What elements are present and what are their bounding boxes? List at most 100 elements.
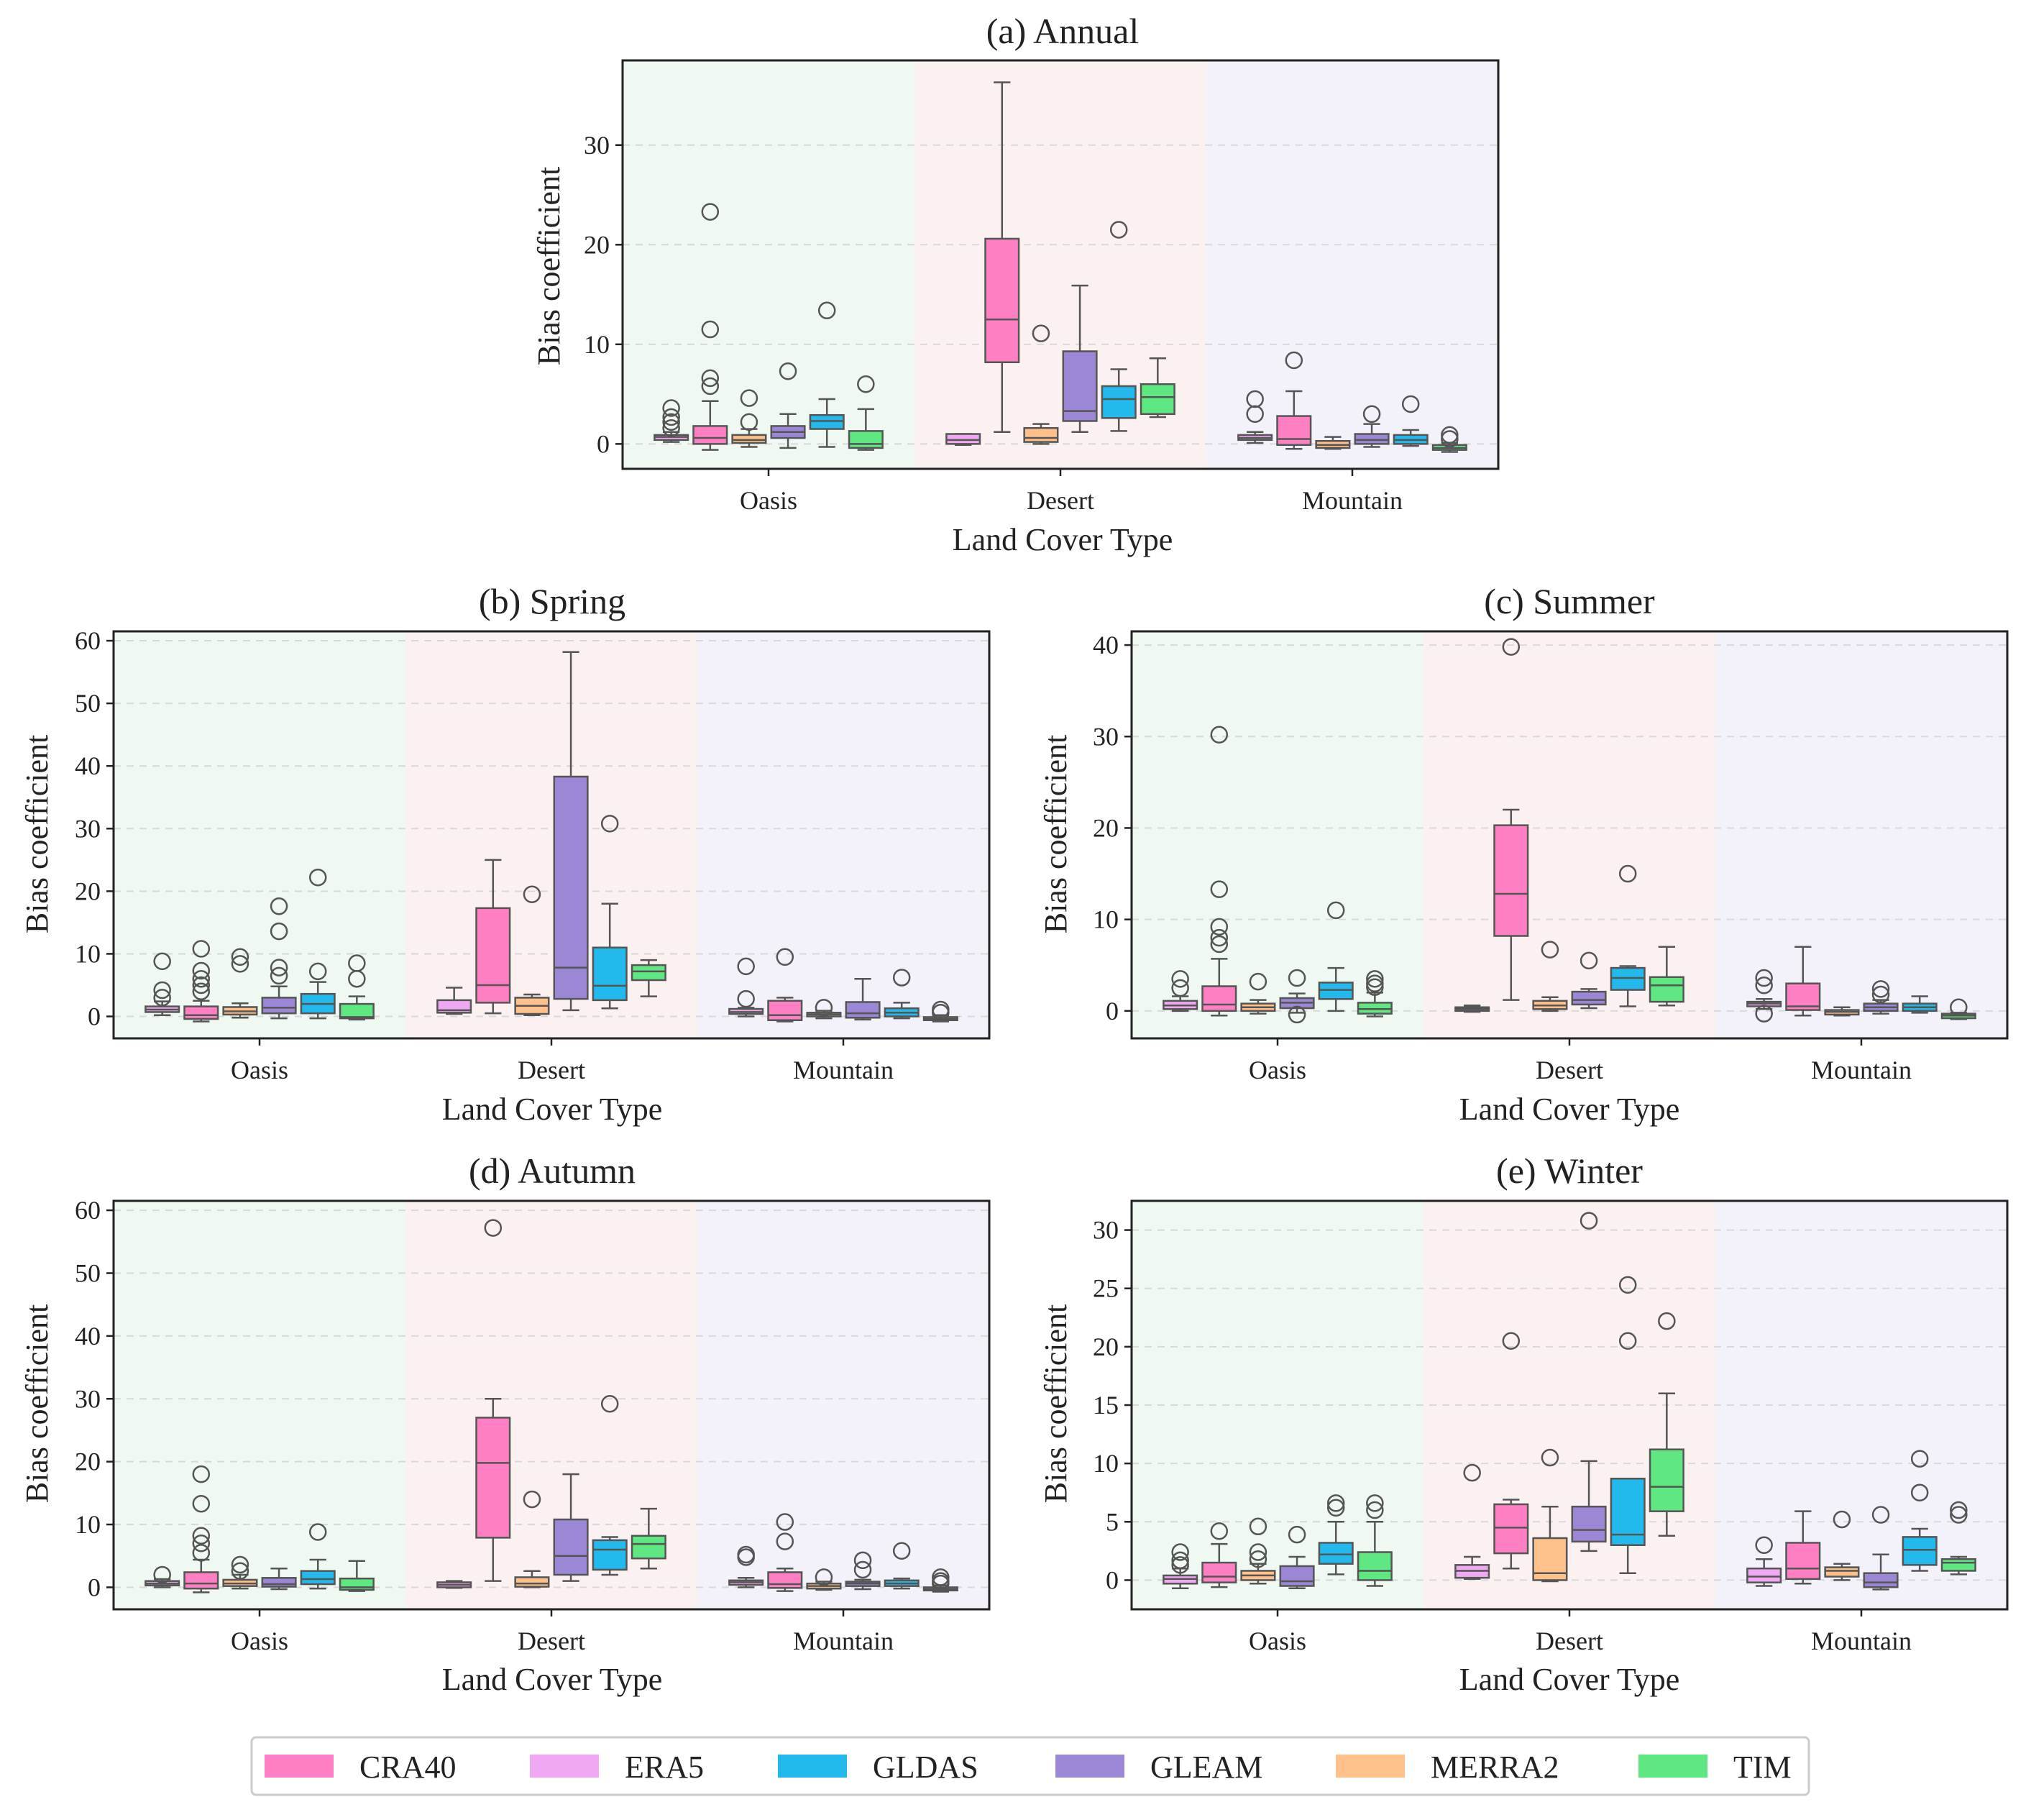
- box-oasis-gleam-outlier: [1288, 1525, 1306, 1544]
- y-tick-label: 20: [75, 1448, 101, 1476]
- box-desert-gldas-outlier: [600, 815, 619, 833]
- legend-label-gldas: GLDAS: [873, 1750, 978, 1785]
- box-desert-tim-outlier: [1658, 1312, 1676, 1330]
- box-oasis-era5-outlier: [662, 419, 680, 437]
- y-tick-label: 50: [75, 1258, 101, 1287]
- panel-title: (c) Summer: [1484, 581, 1655, 621]
- box-desert-cra40: [984, 237, 1020, 364]
- box-desert-gleam-outlier: [1580, 1212, 1598, 1230]
- box-mountain-gleam-outlier: [1871, 985, 1890, 1004]
- y-tick-label: 0: [88, 1002, 101, 1031]
- box-oasis-era5-outlier: [1171, 970, 1189, 988]
- box-desert-tim: [631, 1535, 666, 1560]
- box-oasis-era5-outlier: [153, 989, 171, 1007]
- box-oasis-gleam-outlier: [270, 897, 288, 915]
- x-tick-label: Mountain: [793, 1627, 894, 1655]
- box-desert-merra2-outlier: [1032, 324, 1050, 342]
- box-oasis-cra40-outlier: [192, 1527, 211, 1545]
- x-axis-label: Land Cover Type: [442, 1662, 662, 1697]
- box-mountain-era5-outlier: [1755, 976, 1773, 994]
- axes-frame: [112, 630, 991, 1040]
- box-oasis-cra40-outlier: [701, 377, 720, 395]
- legend: CRA40 ERA5 GLDAS GLEAM MERRA2 TIM: [250, 1736, 1810, 1796]
- box-mountain-era5-outlier: [1246, 390, 1264, 408]
- x-axis-label: Land Cover Type: [442, 1092, 662, 1127]
- box-mountain-gleam-outlier: [853, 1551, 872, 1570]
- region-background-desert: [1423, 1201, 1715, 1609]
- box-mountain-merra2-outlier: [815, 999, 833, 1017]
- box-oasis-gldas: [1318, 982, 1354, 1000]
- y-tick-label: 0: [88, 1573, 101, 1601]
- box-oasis-cra40-outlier: [192, 940, 211, 958]
- box-oasis-gldas-outlier: [308, 962, 327, 981]
- legend-label-era5: ERA5: [625, 1750, 704, 1785]
- box-mountain-era5-outlier: [737, 1545, 755, 1564]
- box-oasis-cra40-outlier: [192, 961, 211, 980]
- box-mountain-tim-outlier: [1441, 430, 1459, 448]
- box-oasis-era5-outlier: [662, 399, 680, 417]
- box-mountain-era5-outlier: [737, 989, 755, 1008]
- legend-item-merra2: MERRA2: [1336, 1750, 1559, 1785]
- x-tick-label: Desert: [1536, 1627, 1603, 1655]
- y-tick-label: 5: [1106, 1507, 1119, 1536]
- panel-title: (a) Annual: [986, 11, 1139, 51]
- box-oasis-gldas-outlier: [308, 1523, 327, 1541]
- box-mountain-cra40: [767, 1000, 803, 1021]
- box-oasis-merra2-outlier: [231, 1562, 249, 1580]
- box-oasis-cra40-outlier: [1210, 918, 1229, 936]
- x-tick-label: Mountain: [1811, 1056, 1912, 1084]
- box-mountain-tim-outlier: [932, 1000, 950, 1019]
- box-oasis-merra2-outlier: [231, 955, 249, 973]
- x-tick-label: Desert: [1027, 486, 1094, 515]
- legend-swatch-merra2: [1336, 1755, 1405, 1778]
- box-desert-merra2-outlier: [1541, 1448, 1559, 1467]
- box-desert-merra2-outlier: [523, 885, 541, 903]
- y-tick-label: 50: [75, 689, 101, 718]
- box-oasis-cra40-outlier: [1210, 928, 1229, 947]
- box-desert-cra40-outlier: [1502, 1332, 1521, 1350]
- box-desert-gldas-outlier: [1618, 864, 1637, 883]
- box-desert-gldas-outlier: [1618, 1276, 1637, 1294]
- box-oasis-cra40: [692, 425, 728, 445]
- box-oasis-gleam: [1279, 1565, 1315, 1587]
- y-axis-label: Bias coefficient: [1038, 735, 1073, 934]
- box-oasis-cra40-outlier: [192, 976, 211, 994]
- box-desert-gldas-outlier: [1109, 221, 1128, 239]
- region-background-oasis: [114, 1201, 405, 1609]
- box-mountain-gleam-outlier: [1871, 980, 1890, 998]
- box-oasis-cra40: [183, 1571, 219, 1590]
- box-oasis-gldas-outlier: [817, 301, 836, 319]
- box-mountain-gldas-outlier: [892, 969, 911, 987]
- plot-area: 0 10 20 30 40 50 60 Oasis Desert Mountain: [75, 626, 991, 1084]
- legend-swatch-gleam: [1055, 1755, 1124, 1778]
- y-tick-label: 20: [75, 877, 101, 905]
- box-mountain-cra40-outlier: [776, 948, 794, 966]
- box-oasis-tim-outlier: [348, 954, 366, 972]
- box-desert-gleam: [553, 1518, 589, 1576]
- x-tick-label: Mountain: [1811, 1627, 1912, 1655]
- box-oasis-era5-outlier: [153, 1565, 171, 1584]
- box-mountain-gleam: [845, 1001, 881, 1019]
- box-oasis-tim: [339, 1002, 375, 1020]
- box-oasis-gleam-outlier: [270, 959, 288, 977]
- axes-frame: [1130, 1199, 2009, 1611]
- box-oasis-gldas-outlier: [308, 868, 327, 887]
- plot-area: 0 5 10 15 20 25 30 Oasis Desert Mountain: [1093, 1199, 2009, 1655]
- box-oasis-tim-outlier: [1366, 1501, 1384, 1519]
- y-axis-label: Bias coefficient: [19, 735, 55, 934]
- box-oasis-merra2-outlier: [231, 1555, 249, 1574]
- box-oasis-merra2-outlier: [740, 389, 758, 407]
- legend-item-cra40: CRA40: [265, 1750, 456, 1785]
- legend-swatch-cra40: [265, 1755, 334, 1778]
- legend-label-cra40: CRA40: [359, 1750, 456, 1785]
- legend-item-gldas: GLDAS: [778, 1750, 978, 1785]
- box-mountain-tim: [1940, 1558, 1976, 1572]
- y-tick-label: 10: [75, 1510, 101, 1539]
- box-desert-era5-outlier: [1463, 1463, 1481, 1482]
- box-oasis-cra40-outlier: [1210, 1522, 1229, 1540]
- box-oasis-gldas: [809, 413, 845, 430]
- box-desert-gldas-outlier: [600, 1395, 619, 1413]
- region-background-mountain: [697, 1201, 989, 1609]
- x-tick-label: Oasis: [740, 486, 797, 515]
- box-desert-gldas-outlier: [1618, 1332, 1637, 1350]
